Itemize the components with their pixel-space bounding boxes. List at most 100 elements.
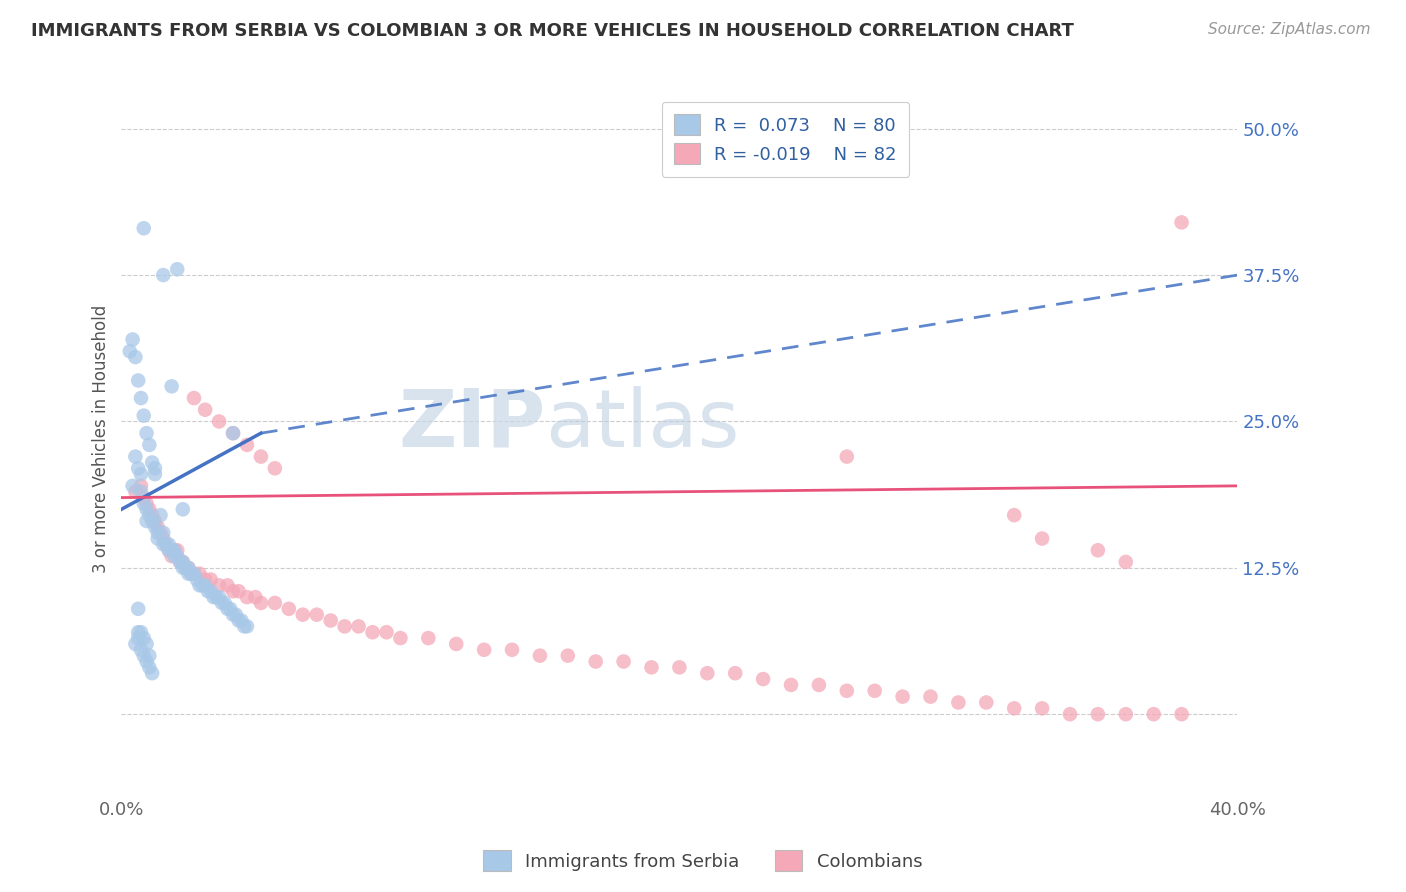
Point — [1143, 707, 1166, 722]
Legend: Immigrants from Serbia, Colombians: Immigrants from Serbia, Colombians — [477, 843, 929, 879]
Point — [127, 374, 149, 388]
Point — [891, 690, 914, 704]
Point — [188, 578, 211, 592]
Point — [696, 666, 718, 681]
Point — [807, 678, 830, 692]
Point — [1115, 555, 1137, 569]
Point — [1031, 701, 1053, 715]
Point — [129, 625, 152, 640]
Point — [141, 508, 163, 523]
Point — [183, 566, 205, 581]
Point — [121, 479, 143, 493]
Point — [222, 426, 245, 441]
Point — [305, 607, 328, 622]
Point — [138, 508, 160, 523]
Point — [222, 584, 245, 599]
Point — [149, 508, 172, 523]
Point — [155, 537, 177, 551]
Point — [146, 532, 169, 546]
Point — [172, 561, 194, 575]
Y-axis label: 3 or more Vehicles in Household: 3 or more Vehicles in Household — [93, 305, 110, 574]
Point — [219, 602, 242, 616]
Point — [863, 683, 886, 698]
Point — [208, 578, 231, 592]
Point — [389, 631, 412, 645]
Point — [217, 602, 239, 616]
Point — [160, 379, 183, 393]
Point — [200, 584, 222, 599]
Point — [501, 642, 523, 657]
Point — [444, 637, 467, 651]
Point — [127, 461, 149, 475]
Point — [138, 438, 160, 452]
Point — [211, 596, 233, 610]
Point — [375, 625, 398, 640]
Point — [180, 566, 202, 581]
Point — [418, 631, 440, 645]
Point — [166, 549, 188, 563]
Point — [1115, 707, 1137, 722]
Point — [361, 625, 384, 640]
Point — [208, 590, 231, 604]
Point — [177, 566, 200, 581]
Point — [118, 344, 141, 359]
Point — [205, 590, 228, 604]
Point — [163, 549, 186, 563]
Point — [135, 637, 157, 651]
Point — [143, 461, 166, 475]
Point — [127, 625, 149, 640]
Point — [177, 561, 200, 575]
Point — [250, 450, 273, 464]
Point — [124, 484, 146, 499]
Point — [163, 543, 186, 558]
Point — [347, 619, 370, 633]
Point — [124, 450, 146, 464]
Point — [180, 566, 202, 581]
Point — [183, 391, 205, 405]
Point — [135, 502, 157, 516]
Point — [132, 221, 155, 235]
Point — [177, 561, 200, 575]
Point — [245, 590, 267, 604]
Point — [160, 543, 183, 558]
Point — [141, 514, 163, 528]
Point — [155, 537, 177, 551]
Point — [557, 648, 579, 663]
Point — [143, 467, 166, 482]
Point — [135, 426, 157, 441]
Point — [197, 584, 219, 599]
Point — [250, 596, 273, 610]
Point — [780, 678, 803, 692]
Point — [974, 696, 997, 710]
Point — [146, 525, 169, 540]
Point — [121, 333, 143, 347]
Point — [129, 467, 152, 482]
Point — [138, 660, 160, 674]
Point — [152, 268, 174, 282]
Text: Source: ZipAtlas.com: Source: ZipAtlas.com — [1208, 22, 1371, 37]
Point — [157, 543, 180, 558]
Point — [640, 660, 662, 674]
Point — [1002, 701, 1025, 715]
Legend: R =  0.073    N = 80, R = -0.019    N = 82: R = 0.073 N = 80, R = -0.019 N = 82 — [662, 102, 910, 177]
Text: IMMIGRANTS FROM SERBIA VS COLOMBIAN 3 OR MORE VEHICLES IN HOUSEHOLD CORRELATION : IMMIGRANTS FROM SERBIA VS COLOMBIAN 3 OR… — [31, 22, 1074, 40]
Point — [1087, 707, 1109, 722]
Point — [1087, 543, 1109, 558]
Point — [146, 520, 169, 534]
Point — [668, 660, 690, 674]
Point — [1170, 707, 1192, 722]
Point — [529, 648, 551, 663]
Point — [1031, 532, 1053, 546]
Point — [752, 672, 775, 686]
Point — [231, 614, 253, 628]
Point — [264, 461, 287, 475]
Point — [291, 607, 314, 622]
Point — [835, 450, 858, 464]
Point — [143, 514, 166, 528]
Point — [132, 648, 155, 663]
Point — [277, 602, 299, 616]
Point — [129, 479, 152, 493]
Point — [835, 683, 858, 698]
Point — [132, 631, 155, 645]
Point — [172, 555, 194, 569]
